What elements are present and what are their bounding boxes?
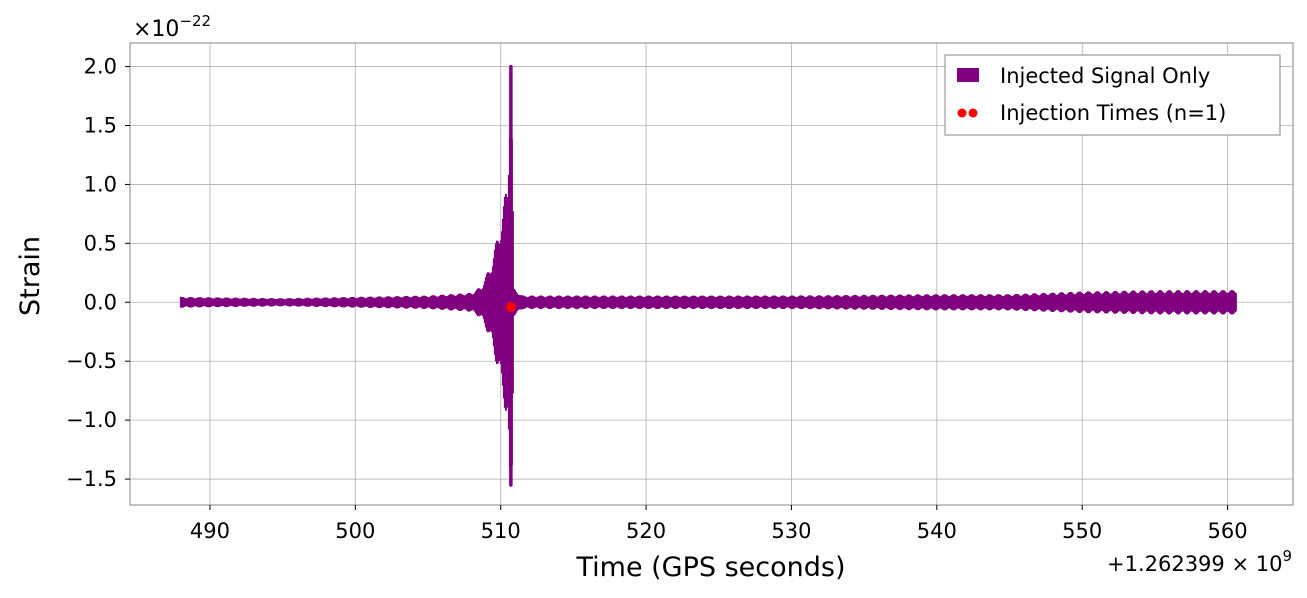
waveform-trace bbox=[179, 66, 1237, 485]
x-offset-label: +1.262399 × 109 bbox=[1107, 547, 1292, 576]
x-tick-label: 490 bbox=[190, 519, 230, 543]
x-tick-label: 560 bbox=[1208, 519, 1248, 543]
y-multiplier: ×10−22 bbox=[133, 12, 211, 42]
injection-point bbox=[505, 302, 516, 312]
y-axis-ticks: −1.5 −1.0 −0.5 0.0 0.5 1.0 1.5 2.0 bbox=[66, 55, 130, 491]
y-tick-label: −1.0 bbox=[66, 408, 117, 432]
legend-box bbox=[944, 54, 1281, 136]
legend-marker-injection-a bbox=[957, 108, 967, 118]
x-tick-label: 510 bbox=[481, 519, 521, 543]
x-axis-label: Time (GPS seconds) bbox=[575, 552, 845, 583]
y-tick-label: 1.5 bbox=[84, 114, 117, 138]
y-tick-label: −1.5 bbox=[66, 467, 117, 491]
y-axis-label: Strain bbox=[15, 236, 46, 316]
x-tick-label: 540 bbox=[917, 519, 957, 543]
legend-marker-injection-b bbox=[968, 108, 978, 118]
legend-label-injection-times: Injection Times (n=1) bbox=[1000, 101, 1226, 125]
injection-points bbox=[505, 302, 516, 312]
plot-frame bbox=[129, 42, 1294, 506]
injected-signal-waveform bbox=[179, 64, 1237, 487]
y-tick-label: 1.0 bbox=[84, 172, 117, 196]
y-tick-label: 0.0 bbox=[84, 290, 117, 314]
legend: Injected Signal Only Injection Times (n=… bbox=[944, 54, 1281, 136]
y-tick-label: 0.5 bbox=[84, 231, 117, 255]
x-tick-label: 500 bbox=[335, 519, 375, 543]
y-tick-label: 2.0 bbox=[84, 55, 117, 79]
x-tick-label: 550 bbox=[1062, 519, 1102, 543]
legend-label-injected-signal: Injected Signal Only bbox=[1000, 64, 1210, 88]
y-tick-label: −0.5 bbox=[66, 349, 117, 373]
x-tick-label: 530 bbox=[771, 519, 811, 543]
x-tick-label: 520 bbox=[626, 519, 666, 543]
x-axis-ticks: 490 500 510 520 530 540 550 560 bbox=[190, 505, 1248, 543]
legend-swatch-injected-signal bbox=[957, 68, 979, 82]
